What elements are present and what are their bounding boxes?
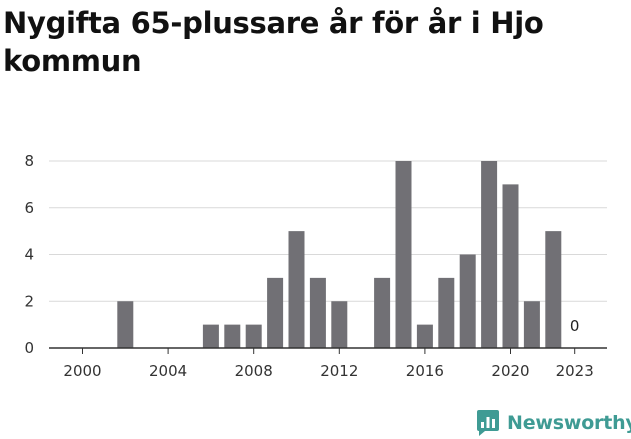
x-axis: 2000 2004 2008 2012 2016 2020 2023 xyxy=(49,347,607,380)
x-tick-label: 2008 xyxy=(235,362,273,380)
bar xyxy=(202,324,219,348)
bar xyxy=(245,324,262,348)
y-tick-label: 2 xyxy=(24,292,34,310)
bar xyxy=(374,277,391,348)
chart-title: Nygifta 65-plussare år för år i Hjo komm… xyxy=(3,6,544,78)
x-tick-label: 2012 xyxy=(320,362,358,380)
bar xyxy=(481,161,498,348)
brand-name: Newsworthy xyxy=(507,412,631,434)
brand-logo: Newsworthy xyxy=(476,408,631,438)
x-tick-label: 2020 xyxy=(491,362,529,380)
bar xyxy=(288,231,305,348)
bar xyxy=(416,324,433,348)
bar xyxy=(331,301,348,348)
newsworthy-logo-icon xyxy=(477,410,499,436)
y-axis-labels: 0 2 4 6 8 xyxy=(24,152,34,357)
bar xyxy=(224,324,241,348)
x-tick-label: 2004 xyxy=(149,362,187,380)
annotations: 0 xyxy=(570,317,580,335)
bar xyxy=(395,161,412,348)
bar xyxy=(523,301,540,348)
bar xyxy=(117,301,134,348)
y-tick-label: 8 xyxy=(24,152,34,170)
gridlines xyxy=(49,160,607,302)
bar xyxy=(267,277,284,348)
y-tick-label: 0 xyxy=(24,339,34,357)
x-tick-label: 2023 xyxy=(556,362,594,380)
bar-chart: 0 2 4 6 8 2000 2004 2008 2012 2016 2020 2023 0 xyxy=(24,152,607,380)
bars xyxy=(117,161,562,348)
bar xyxy=(545,231,562,348)
y-tick-label: 6 xyxy=(24,199,34,217)
data-label: 0 xyxy=(570,317,580,335)
x-tick-label: 2000 xyxy=(63,362,101,380)
bar xyxy=(309,277,326,348)
x-tick-label: 2016 xyxy=(406,362,444,380)
bar xyxy=(502,184,519,348)
bar xyxy=(438,277,455,348)
y-tick-label: 4 xyxy=(24,246,34,264)
bar xyxy=(459,254,476,348)
